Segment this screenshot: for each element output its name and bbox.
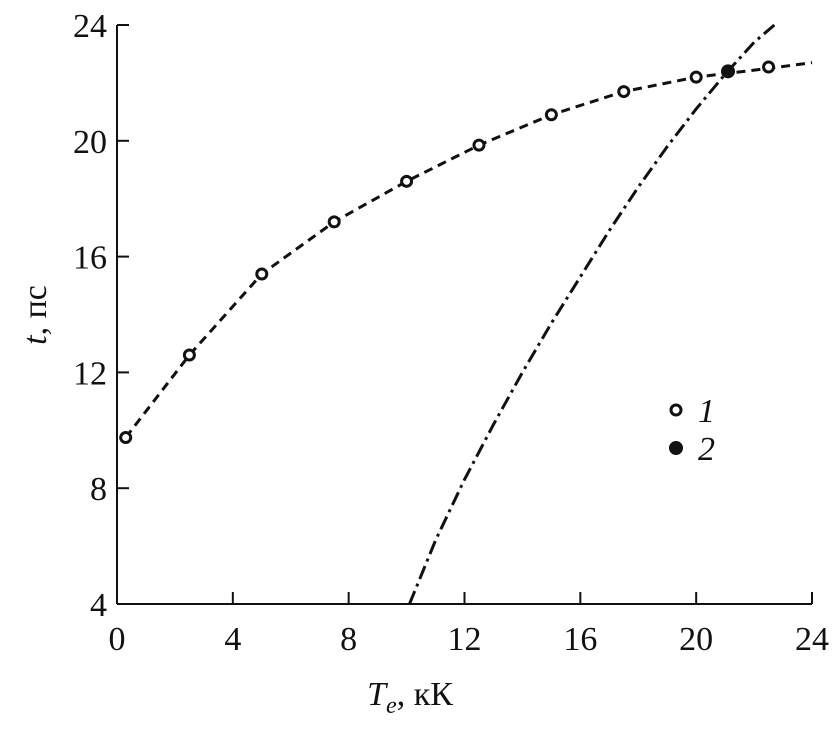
x-tick-label: 24 (795, 621, 829, 658)
y-tick-label: 24 (73, 8, 107, 45)
y-tick-label: 20 (73, 124, 107, 161)
legend-marker (669, 441, 683, 455)
data-point (400, 174, 414, 188)
x-tick-label: 4 (224, 621, 241, 658)
data-point (472, 138, 486, 152)
y-tick-label: 12 (73, 355, 107, 392)
data-point (689, 70, 703, 84)
data-point (255, 267, 269, 281)
x-axis-label: Te, кК (367, 676, 453, 719)
data-point (544, 108, 558, 122)
x-tick-label: 16 (563, 621, 597, 658)
fit-line (124, 61, 813, 439)
data-point (119, 431, 133, 445)
y-tick-label: 4 (90, 587, 107, 624)
data-point (327, 215, 341, 229)
y-tick-label: 16 (73, 240, 107, 277)
legend-marker (669, 403, 683, 417)
y-axis-label: t, пс (17, 285, 54, 345)
x-tick-label: 8 (340, 621, 357, 658)
x-tick-label: 12 (448, 621, 482, 658)
data-point (762, 60, 776, 74)
y-tick-label: 8 (90, 471, 107, 508)
data-point (182, 348, 196, 362)
x-tick-label: 0 (109, 621, 126, 658)
x-tick-label: 20 (679, 621, 713, 658)
data-point (617, 85, 631, 99)
legend-label: 1 (698, 393, 715, 430)
legend-label: 2 (698, 431, 715, 468)
data-point (721, 64, 736, 79)
fit-line (408, 23, 776, 605)
